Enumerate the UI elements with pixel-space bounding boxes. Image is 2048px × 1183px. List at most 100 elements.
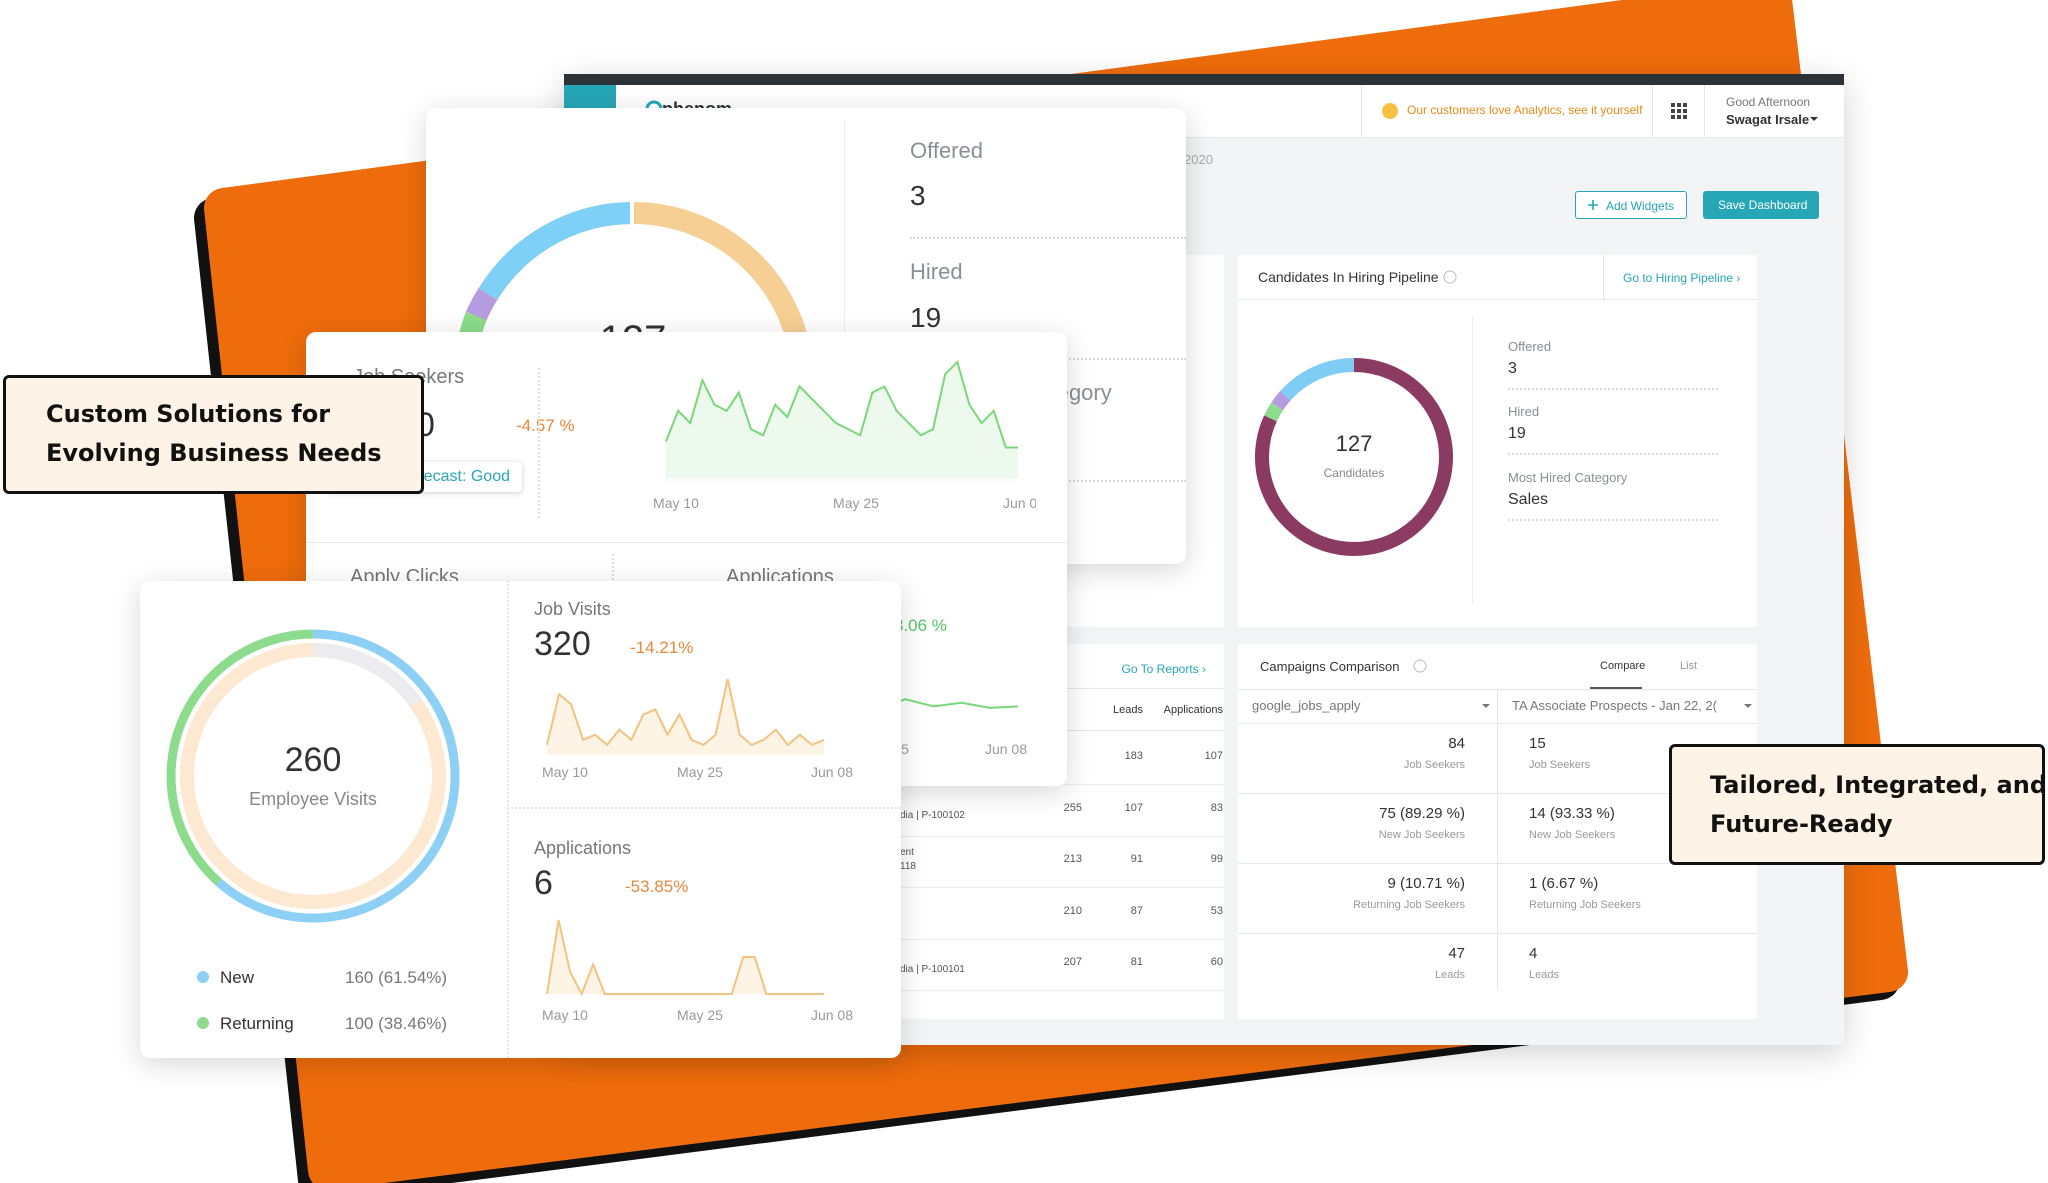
- cell-value: 99: [1210, 853, 1223, 865]
- tab[interactable]: Compare: [1600, 660, 1646, 672]
- help-icon[interactable]: [1442, 269, 1458, 285]
- cell-label: Returning Job Seekers: [1353, 899, 1465, 911]
- cell-value: 107: [1124, 801, 1143, 814]
- user-caret: [1810, 117, 1818, 121]
- cell-label: Leads: [1529, 969, 1559, 981]
- cell-value: 1 (6.67 %): [1529, 875, 1599, 892]
- panel-sparkline: May 10 May 25 Jun 08: [542, 678, 853, 780]
- divider: [1497, 690, 1498, 990]
- cell-value: 84: [1448, 735, 1465, 752]
- cell-value: 87: [1130, 904, 1143, 917]
- divider: [507, 581, 510, 1058]
- seekers-sparkline: May 10 May 25 Jun 08: [653, 360, 1036, 511]
- selector[interactable]: TA Associate Prospects - Jan 22, 2(: [1512, 698, 1717, 713]
- x-tick-label: Jun 08: [985, 741, 1027, 757]
- cell-value: 53: [1210, 904, 1223, 917]
- promo[interactable]: Our customers love Analytics, see it you…: [1361, 85, 1653, 137]
- callout-line: Tailored, Integrated, and: [1710, 771, 2048, 799]
- ring-segment: [478, 201, 634, 300]
- cell-value: 183: [1124, 750, 1143, 762]
- stat-label: Most Hired Category: [1508, 470, 1628, 485]
- stat-label: Hired: [1508, 404, 1540, 419]
- sparkline-area: [547, 679, 824, 755]
- cell-value: 47: [1448, 945, 1465, 962]
- panel-value: 6: [534, 864, 553, 902]
- apps-icon[interactable]: [1670, 102, 1688, 120]
- legend-name: Returning: [220, 1014, 294, 1033]
- divider: [1508, 453, 1718, 455]
- panel-sparkline: May 10 May 25 Jun 08: [542, 919, 853, 1023]
- legend-value: 100 (38.46%): [345, 1014, 447, 1033]
- sparkline: [546, 678, 825, 747]
- panel-change: -53.85%: [625, 877, 689, 896]
- save-dashboard-button[interactable]: Save Dashboard: [1703, 191, 1819, 219]
- row-divider: [880, 835, 1224, 837]
- reports-link[interactable]: Go To Reports ›: [1121, 662, 1206, 676]
- x-tick-label: Jun 08: [811, 1007, 853, 1023]
- cell-label: Job Seekers: [1529, 759, 1591, 771]
- divider: [507, 807, 901, 809]
- stat-value: 3: [1508, 360, 1517, 377]
- cell-label: New Job Seekers: [1529, 829, 1616, 841]
- user-name[interactable]: Swagat Irsale: [1726, 112, 1810, 127]
- divider: [1472, 315, 1473, 605]
- divider: [538, 368, 540, 518]
- row-divider: [880, 887, 1224, 888]
- visits-donut: 260 Employee Visits New 160 (61.54%) Retur…: [166, 629, 460, 1033]
- add-widgets-label: Add Widgets: [1606, 199, 1675, 213]
- pipeline-link[interactable]: Go to Hiring Pipeline ›: [1623, 271, 1741, 285]
- forecast: Forecast: Good: [399, 468, 510, 485]
- callout: Tailored, Integrated, and Future-Ready: [1669, 744, 2048, 865]
- pipeline-donut: 127 Candidates: [1255, 358, 1453, 556]
- cell-value: 75 (89.29 %): [1379, 805, 1465, 822]
- inner-ring-segment: [312, 642, 422, 708]
- pipeline-card: Candidates In Hiring Pipeline Go to Hiri…: [1238, 255, 1757, 627]
- legend-dot: [197, 1017, 209, 1029]
- divider: [1704, 85, 1705, 137]
- emoji: [1382, 103, 1398, 119]
- cell-label: Returning Job Seekers: [1529, 899, 1641, 911]
- donut-segment: [166, 629, 314, 886]
- legend-dot: [197, 971, 209, 983]
- cell-value: 4: [1529, 945, 1538, 962]
- cell-value: 60: [1210, 956, 1223, 968]
- callout-line: Custom Solutions for: [46, 400, 331, 428]
- add-widgets-button[interactable]: Add Widgets: [1575, 191, 1687, 219]
- save-dashboard-label: Save Dashboard: [1718, 198, 1808, 212]
- promo-text: Our customers love Analytics, see it you…: [1407, 103, 1643, 117]
- help-icon[interactable]: [1412, 658, 1428, 674]
- visits-card: 260 Employee Visits New 160 (61.54%) Retur…: [140, 581, 901, 1058]
- row-label: ent: [900, 847, 914, 858]
- donut-segment: [1280, 358, 1355, 401]
- cell-value: 91: [1130, 853, 1143, 865]
- row-divider: [880, 990, 1224, 991]
- row-divider: [1238, 863, 1757, 864]
- tab[interactable]: List: [1680, 660, 1698, 672]
- row-divider: [1238, 933, 1757, 934]
- cell-value: 255: [1063, 801, 1082, 814]
- campaigns-title: Campaigns Comparison: [1260, 659, 1400, 674]
- visits-total: 260: [285, 741, 342, 779]
- panel-change: -14.21%: [630, 638, 694, 657]
- row-sublabel: 118: [900, 861, 916, 872]
- pipeline-title: Candidates In Hiring Pipeline: [1258, 269, 1439, 285]
- divider: [306, 542, 1067, 543]
- divider: [910, 237, 1186, 239]
- cell-value: 107: [1204, 750, 1223, 762]
- legend-name: New: [220, 968, 255, 987]
- callout-line: Future-Ready: [1710, 810, 1893, 838]
- divider: [1508, 388, 1718, 390]
- selector[interactable]: google_jobs_apply: [1252, 698, 1361, 713]
- cell-label: Job Seekers: [1403, 759, 1465, 771]
- sparkline-area: [666, 362, 1018, 478]
- panel-change: 3.06 %: [894, 616, 947, 635]
- row-label: dia | P-100102: [900, 809, 965, 821]
- cell-value: 83: [1210, 801, 1223, 814]
- cell-label: Leads: [1435, 969, 1465, 981]
- inner-ring: [180, 643, 446, 909]
- x-tick-label: May 25: [833, 495, 879, 511]
- cell-label: New Job Seekers: [1378, 829, 1465, 841]
- row-divider: [1238, 793, 1757, 794]
